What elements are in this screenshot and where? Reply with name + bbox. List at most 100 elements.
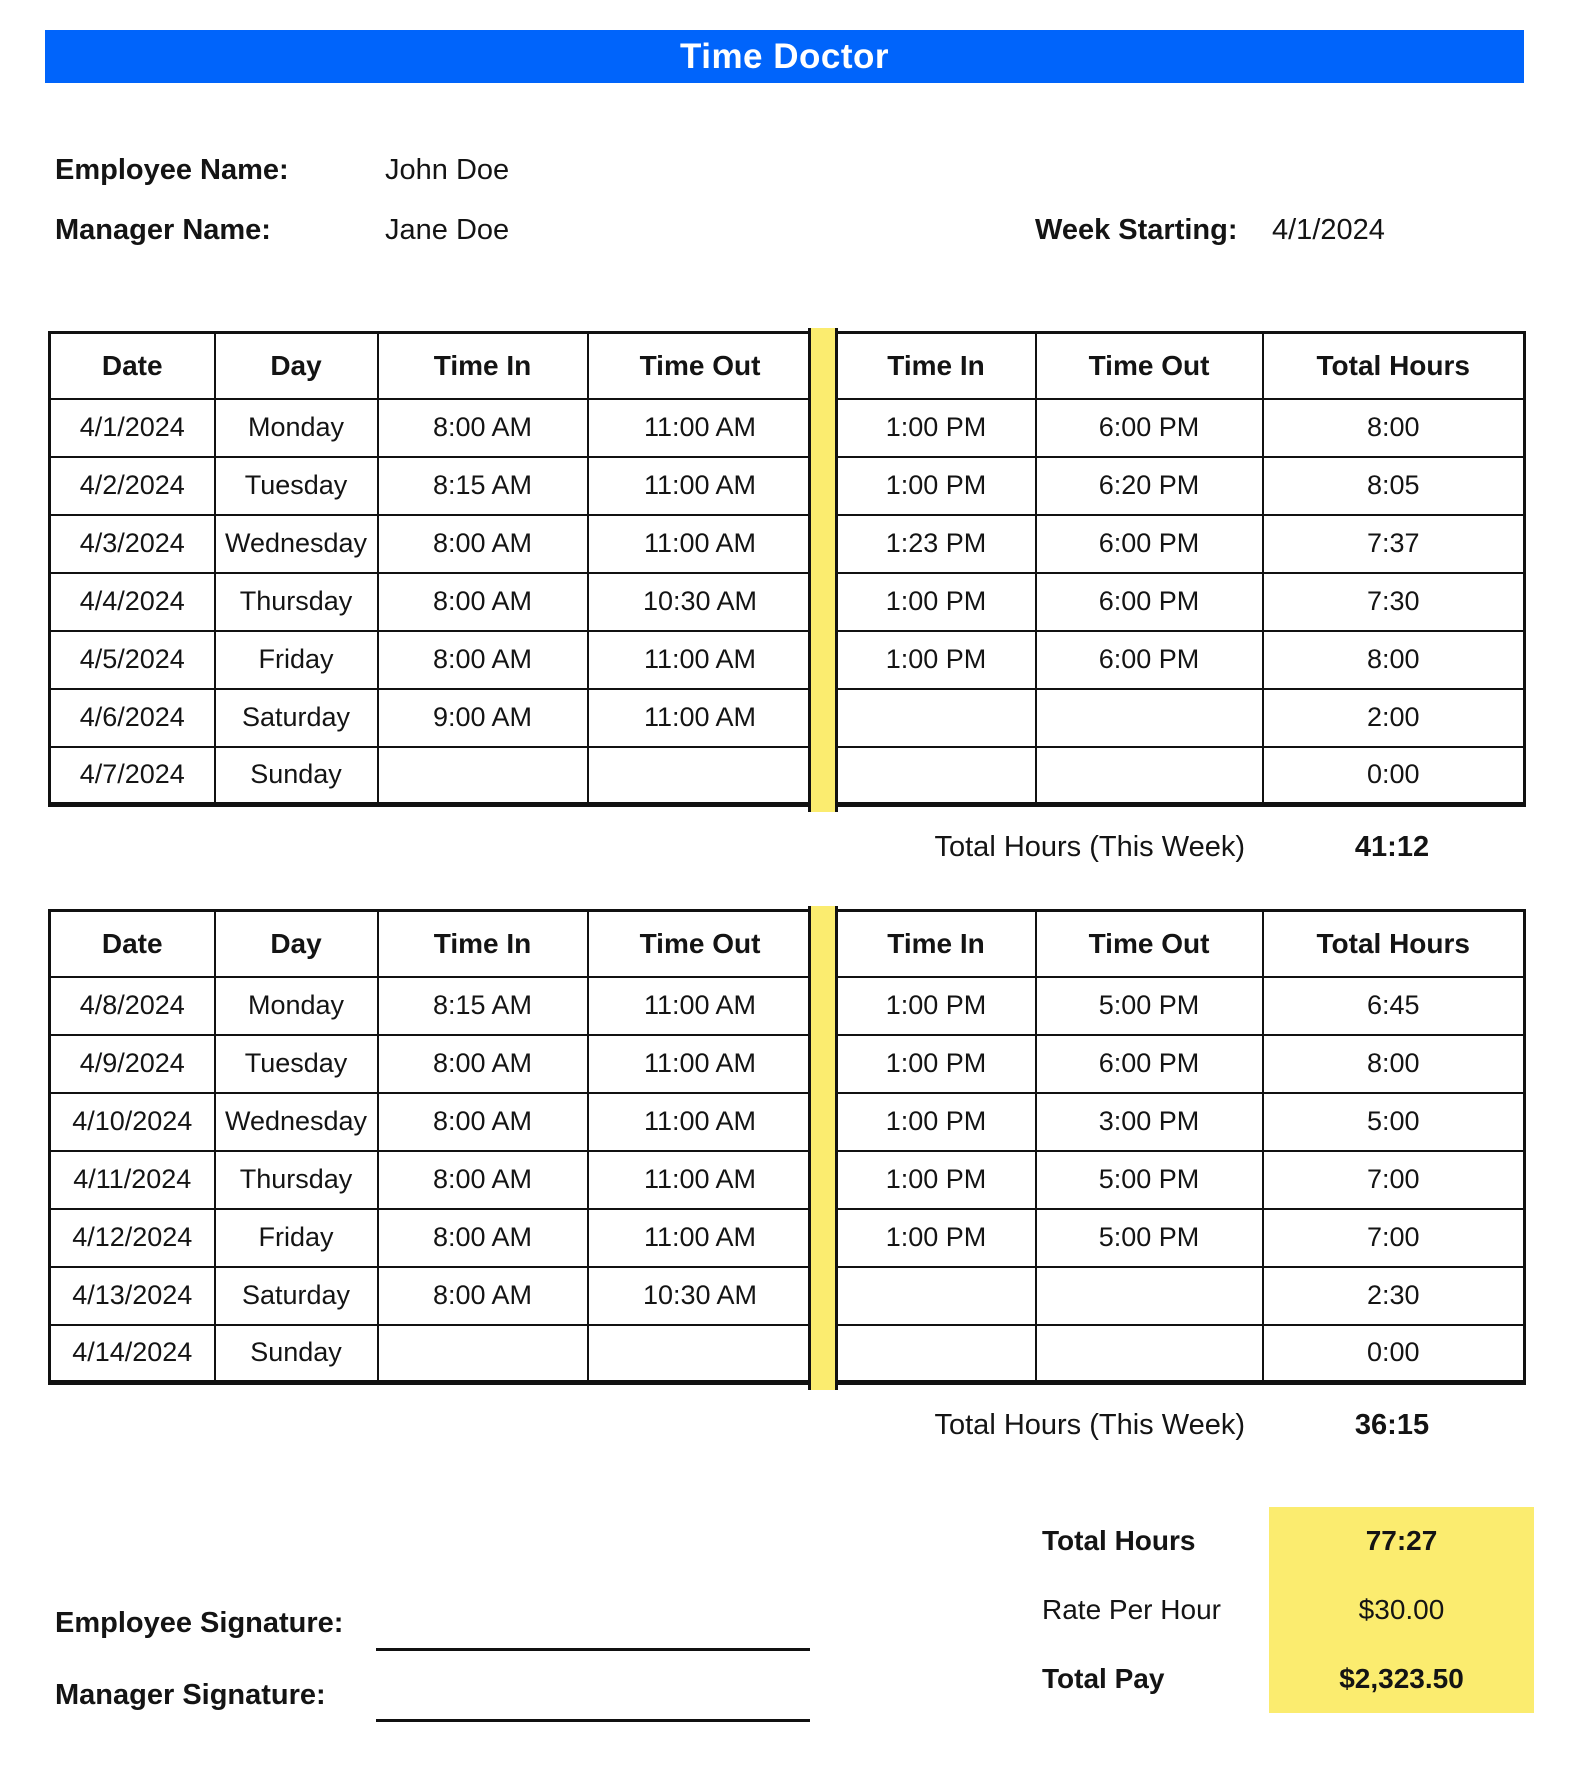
- pm-time-out-cell: 6:00 PM: [1034, 629, 1264, 690]
- total-hours-cell: 7:00: [1261, 1149, 1526, 1210]
- column-header: Time In: [376, 331, 589, 400]
- day-cell: Wednesday: [213, 1091, 379, 1152]
- table-row: 4/14/2024 Sunday 0:00: [48, 1323, 1526, 1384]
- week1-total-value: 41:12: [1354, 830, 1430, 863]
- pm-time-in-cell: 1:00 PM: [835, 455, 1037, 516]
- am-time-in-cell: 8:15 AM: [376, 975, 589, 1036]
- am-time-in-cell: 8:00 AM: [376, 1033, 589, 1094]
- week2-table-wrap: Date Day Time In Time Out Time In Time Out Tot…: [48, 906, 1526, 1390]
- manager-name-label: Manager Name:: [55, 214, 271, 246]
- day-cell: Friday: [213, 1207, 379, 1268]
- column-header: Date: [48, 331, 216, 400]
- pm-time-in-cell: 1:23 PM: [835, 513, 1037, 574]
- table-row: 4/12/2024 Friday 8:00 AM 11:00 AM 1:00 PM 5:0…: [48, 1207, 1526, 1268]
- pm-time-out-cell: 5:00 PM: [1034, 1207, 1264, 1268]
- am-time-out-cell: 11:00 AM: [586, 975, 814, 1036]
- pm-time-out-cell: 5:00 PM: [1034, 975, 1264, 1036]
- pm-time-in-cell: [835, 1265, 1037, 1326]
- date-cell: 4/2/2024: [48, 455, 216, 516]
- week2-total-label: Total Hours (This Week): [934, 1408, 1246, 1441]
- day-cell: Thursday: [213, 1149, 379, 1210]
- date-cell: 4/1/2024: [48, 397, 216, 458]
- date-cell: 4/12/2024: [48, 1207, 216, 1268]
- am-time-in-cell: 8:00 AM: [376, 1149, 589, 1210]
- am-time-in-cell: 8:00 AM: [376, 1207, 589, 1268]
- summary-row-total-pay: Total Pay $2,323.50: [1042, 1644, 1534, 1714]
- column-header: Day: [213, 909, 379, 978]
- total-pay-label: Total Pay: [1042, 1662, 1165, 1694]
- day-cell: Wednesday: [213, 513, 379, 574]
- week2-total-row: Total Hours (This Week) 36:15: [48, 1402, 1523, 1448]
- total-hours-cell: 7:37: [1261, 513, 1526, 574]
- am-time-in-cell: 8:00 AM: [376, 1265, 589, 1326]
- am-time-in-cell: [376, 1323, 589, 1384]
- week2-table: Date Day Time In Time Out Time In Time Out Tot…: [48, 909, 1526, 1385]
- am-time-in-cell: 8:00 AM: [376, 397, 589, 458]
- table-row: 4/11/2024 Thursday 8:00 AM 11:00 AM 1:00 PM 5…: [48, 1149, 1526, 1210]
- table-row: 4/6/2024 Saturday 9:00 AM 11:00 AM 2:00: [48, 687, 1526, 748]
- employee-name-label: Employee Name:: [55, 154, 289, 186]
- table-row: 4/9/2024 Tuesday 8:00 AM 11:00 AM 1:00 PM 6:0…: [48, 1033, 1526, 1094]
- date-cell: 4/6/2024: [48, 687, 216, 748]
- pm-time-in-cell: [835, 745, 1037, 806]
- page-title: Time Doctor: [679, 36, 890, 76]
- pm-time-out-cell: 6:00 PM: [1034, 1033, 1264, 1094]
- table-row: 4/1/2024 Monday 8:00 AM 11:00 AM 1:00 PM 6:00…: [48, 397, 1526, 458]
- pm-time-out-cell: 6:00 PM: [1034, 513, 1264, 574]
- pm-time-in-cell: 1:00 PM: [835, 1149, 1037, 1210]
- employee-signature-label: Employee Signature:: [55, 1607, 344, 1639]
- column-header: Time Out: [586, 909, 814, 978]
- total-hours-label: Total Hours: [1042, 1525, 1196, 1557]
- column-header: Total Hours: [1261, 331, 1526, 400]
- am-time-out-cell: 10:30 AM: [586, 571, 814, 632]
- week-starting-label: Week Starting:: [1035, 214, 1238, 246]
- total-hours-cell: 0:00: [1261, 1323, 1526, 1384]
- day-cell: Thursday: [213, 571, 379, 632]
- total-hours-cell: 7:30: [1261, 571, 1526, 632]
- day-cell: Sunday: [213, 745, 379, 806]
- table-row: 4/8/2024 Monday 8:15 AM 11:00 AM 1:00 PM 5:00…: [48, 975, 1526, 1036]
- column-header: Time In: [376, 909, 589, 978]
- am-time-out-cell: 11:00 AM: [586, 397, 814, 458]
- week1-total-row: Total Hours (This Week) 41:12: [48, 824, 1523, 870]
- pm-time-out-cell: 6:00 PM: [1034, 571, 1264, 632]
- pm-time-out-cell: 5:00 PM: [1034, 1149, 1264, 1210]
- week2-total-value: 36:15: [1354, 1408, 1430, 1441]
- day-cell: Friday: [213, 629, 379, 690]
- table-row: 4/2/2024 Tuesday 8:15 AM 11:00 AM 1:00 PM 6:2…: [48, 455, 1526, 516]
- header-row: Date Day Time In Time Out Time In Time Out Tot…: [48, 331, 1526, 400]
- table-row: 4/5/2024 Friday 8:00 AM 11:00 AM 1:00 PM 6:00…: [48, 629, 1526, 690]
- week1-table: Date Day Time In Time Out Time In Time Out Tot…: [48, 331, 1526, 807]
- day-cell: Monday: [213, 397, 379, 458]
- rate-per-hour-value: $30.00: [1269, 1575, 1534, 1645]
- am-time-out-cell: 11:00 AM: [586, 1033, 814, 1094]
- day-cell: Saturday: [213, 687, 379, 748]
- column-header: Time Out: [1034, 331, 1264, 400]
- pm-time-in-cell: 1:00 PM: [835, 1033, 1037, 1094]
- am-time-out-cell: 11:00 AM: [586, 687, 814, 748]
- pm-time-in-cell: 1:00 PM: [835, 571, 1037, 632]
- total-hours-value: 77:27: [1269, 1507, 1534, 1576]
- total-hours-cell: 6:45: [1261, 975, 1526, 1036]
- date-cell: 4/10/2024: [48, 1091, 216, 1152]
- am-time-in-cell: 8:00 AM: [376, 1091, 589, 1152]
- am-time-in-cell: 9:00 AM: [376, 687, 589, 748]
- column-header: Time In: [835, 331, 1037, 400]
- day-cell: Tuesday: [213, 455, 379, 516]
- am-time-out-cell: 10:30 AM: [586, 1265, 814, 1326]
- employee-signature-line: [376, 1648, 810, 1651]
- am-time-in-cell: 8:00 AM: [376, 513, 589, 574]
- total-hours-cell: 0:00: [1261, 745, 1526, 806]
- pay-summary: Total Hours 77:27 Rate Per Hour $30.00 T…: [1042, 1507, 1534, 1714]
- summary-row-total-hours: Total Hours 77:27: [1042, 1507, 1534, 1576]
- manager-signature-line: [376, 1719, 810, 1722]
- pm-time-in-cell: [835, 687, 1037, 748]
- title-bar: Time Doctor: [45, 30, 1524, 83]
- table-row: 4/13/2024 Saturday 8:00 AM 10:30 AM 2:30: [48, 1265, 1526, 1326]
- total-hours-cell: 8:00: [1261, 397, 1526, 458]
- table-row: 4/3/2024 Wednesday 8:00 AM 11:00 AM 1:23 PM 6…: [48, 513, 1526, 574]
- pm-time-in-cell: 1:00 PM: [835, 975, 1037, 1036]
- pm-time-in-cell: 1:00 PM: [835, 629, 1037, 690]
- am-time-in-cell: 8:00 AM: [376, 571, 589, 632]
